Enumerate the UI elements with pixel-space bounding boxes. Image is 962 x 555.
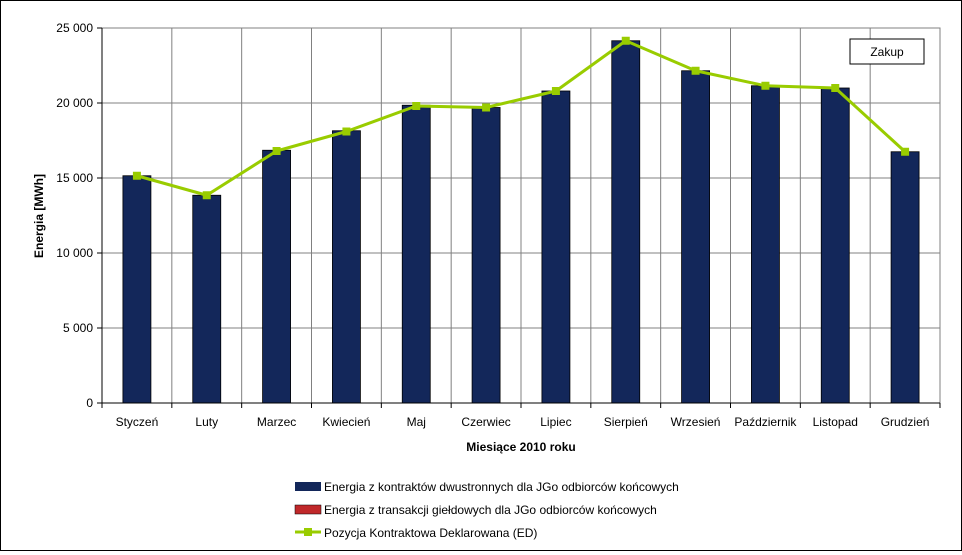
x-tick-label: Maj	[407, 415, 426, 429]
legend-swatch-exchange	[294, 504, 322, 515]
legend-label-position: Pozycja Kontraktowa Deklarowana (ED)	[324, 526, 537, 540]
bar-bilateral	[192, 194, 222, 404]
axis-layer: 0 5 000 10 000 15 000 20 000 25 000 Styczeń Lut…	[56, 21, 941, 429]
line-position-marker	[132, 171, 141, 180]
line-layer	[132, 36, 910, 200]
annotation-frame	[849, 38, 925, 65]
x-tick-label: Sierpień	[604, 415, 648, 429]
bar-bilateral	[611, 40, 641, 404]
x-tick-label: Listopad	[813, 415, 858, 429]
line-position-marker	[202, 191, 211, 200]
y-tick-label: 0	[86, 396, 93, 410]
bar-bilateral	[890, 151, 920, 404]
bar-bilateral	[681, 70, 710, 404]
y-tick-label: 15 000	[56, 171, 93, 185]
x-tick-label: Kwiecień	[322, 415, 370, 429]
x-tick-label: Wrzesień	[671, 415, 721, 429]
y-tick-label: 5 000	[63, 321, 93, 335]
bar-layer	[122, 40, 920, 404]
line-position-marker	[412, 102, 421, 110]
line-position-marker	[621, 36, 630, 45]
legend-label-bilateral: Energia z kontraktów dwustronnych dla JG…	[324, 480, 679, 494]
legend-marker-position	[304, 528, 312, 536]
bar-bilateral	[262, 149, 291, 404]
legend: Energia z kontraktów dwustronnych dla JG…	[294, 480, 679, 540]
bar-bilateral	[820, 87, 850, 404]
x-tick-label: Grudzień	[881, 415, 930, 429]
line-position-marker	[342, 127, 351, 136]
line-position-marker	[482, 103, 491, 112]
line-position-marker	[551, 87, 560, 95]
bar-bilateral	[541, 90, 571, 404]
legend-swatch-bilateral	[295, 482, 321, 491]
bar-bilateral	[471, 107, 501, 404]
line-position-marker	[901, 147, 910, 156]
x-tick-label: Styczeń	[116, 415, 159, 429]
x-axis-title: Miesiące 2010 roku	[466, 440, 575, 454]
bar-bilateral	[332, 130, 361, 404]
bar-bilateral	[401, 104, 431, 404]
x-tick-label: Czerwiec	[461, 415, 510, 429]
line-position-marker	[831, 84, 840, 92]
x-tick-label: Lipiec	[540, 415, 571, 429]
y-tick-label: 10 000	[56, 246, 93, 260]
y-axis-title: Energia [MWh]	[32, 174, 46, 258]
line-position-series	[136, 39, 907, 197]
bar-bilateral	[751, 85, 780, 404]
x-tick-label: Marzec	[257, 415, 296, 429]
x-tick-label: Luty	[195, 415, 218, 429]
line-position-marker	[272, 147, 281, 155]
y-tick-label: 20 000	[56, 96, 93, 110]
annotation-box: Zakup	[849, 38, 925, 65]
x-tick-label: Październik	[734, 415, 797, 429]
y-tick-label: 25 000	[56, 21, 93, 35]
line-position-marker	[691, 66, 700, 75]
grid-layer	[102, 28, 940, 403]
bar-bilateral	[122, 175, 152, 404]
legend-label-exchange: Energia z transakcji giełdowych dla JGo …	[324, 503, 657, 517]
line-position-marker	[761, 81, 770, 90]
annotation-label: Zakup	[870, 45, 904, 59]
